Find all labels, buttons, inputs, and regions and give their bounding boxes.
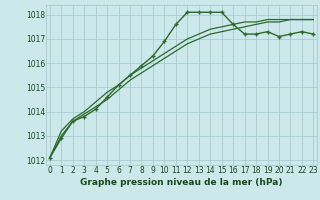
X-axis label: Graphe pression niveau de la mer (hPa): Graphe pression niveau de la mer (hPa) — [80, 178, 283, 187]
